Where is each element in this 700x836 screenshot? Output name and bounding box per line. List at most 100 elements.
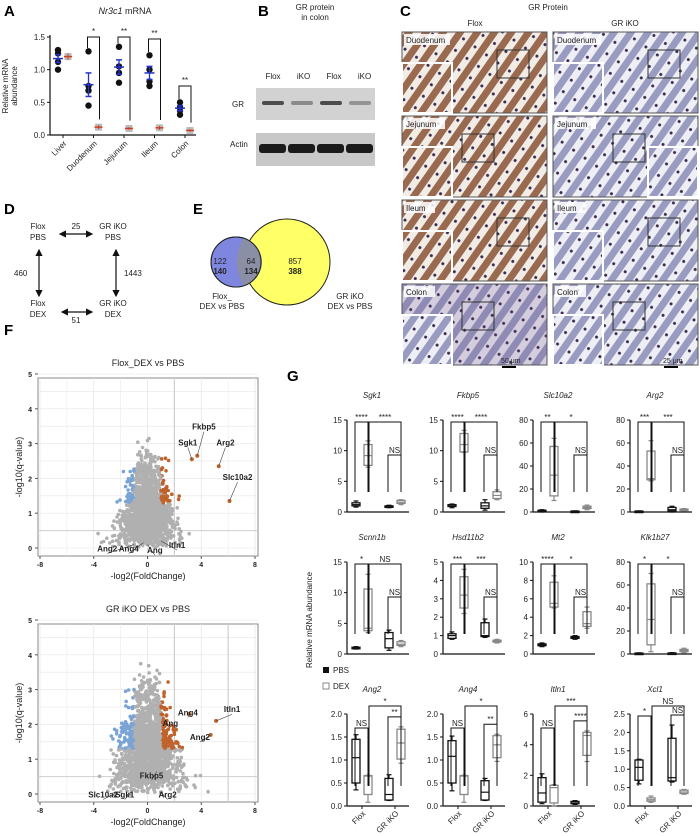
gene-point	[152, 470, 157, 474]
deg-count: 1443	[124, 269, 142, 278]
x-tick-label: GR iKO	[658, 809, 684, 835]
gene-point	[126, 488, 130, 492]
chart-title: Nr3c1 mRNA	[98, 6, 151, 16]
legend-dex-label: DEX	[333, 682, 350, 691]
gene-point	[155, 745, 160, 749]
gene-label: Ang2	[97, 544, 118, 553]
gene-point	[198, 773, 203, 778]
gene-point	[177, 748, 182, 752]
gene-point	[150, 755, 155, 759]
gene-point	[161, 760, 165, 764]
gene-point	[144, 700, 149, 704]
gene-point	[166, 727, 171, 731]
inset-image	[552, 314, 604, 366]
gene-point	[130, 715, 135, 720]
flox-point	[54, 66, 62, 73]
gene-point	[131, 722, 135, 726]
gene-point	[110, 524, 115, 528]
gene-point	[135, 473, 139, 477]
histology-image-ileum-flox: Ileum	[401, 199, 548, 282]
gene-point	[150, 730, 155, 735]
significance-bracket	[554, 421, 588, 492]
label-leader	[199, 734, 211, 743]
gene-point	[158, 766, 163, 770]
gene-point	[161, 501, 166, 505]
significance-bracket	[540, 563, 555, 634]
y-tick-label: 1	[434, 632, 439, 641]
y-tick-label: 0	[524, 802, 529, 811]
gene-point	[129, 530, 133, 535]
gene-point	[118, 733, 123, 738]
gene-title: Fkbp5	[457, 391, 480, 400]
gene-label: Ang4	[119, 544, 140, 553]
gene-point	[175, 506, 179, 510]
gene-point	[169, 733, 173, 738]
gene-point	[148, 773, 153, 778]
gene-point	[160, 497, 165, 501]
x-tick-label: 8	[253, 562, 257, 569]
gene-point	[125, 542, 129, 547]
gene-point	[123, 537, 128, 542]
gene-point	[161, 731, 165, 736]
gene-point	[180, 536, 184, 540]
gene-point	[128, 483, 133, 487]
significance-label: NS	[485, 588, 496, 597]
gene-point	[156, 754, 161, 758]
gene-point	[145, 494, 150, 499]
gene-point	[108, 541, 112, 545]
gene-point	[175, 756, 180, 760]
gene-point	[124, 527, 128, 531]
gene-point	[138, 661, 143, 666]
gene-point	[155, 688, 160, 693]
gene-title: Ang4	[458, 685, 478, 694]
gene-point	[118, 498, 122, 502]
gene-point	[161, 752, 166, 756]
gene-point	[146, 530, 150, 534]
gene-point	[155, 538, 160, 542]
gene-point	[173, 526, 177, 531]
y-tick-label: 60	[616, 439, 625, 448]
y-tick-label: 60	[519, 439, 528, 448]
gene-point	[119, 761, 124, 765]
gene-point	[135, 754, 140, 759]
gene-point	[157, 671, 162, 676]
gene-point	[147, 710, 151, 714]
gene-point	[118, 740, 123, 745]
gene-point	[127, 754, 131, 759]
gene-point	[140, 505, 144, 510]
significance-bracket	[540, 421, 555, 492]
significance-label: **	[391, 708, 397, 717]
y-tick-label: 1.5	[34, 33, 46, 42]
gene-point	[168, 761, 173, 766]
gene-point	[129, 786, 133, 790]
gene-label: Ang	[163, 719, 179, 728]
gene-point	[138, 538, 143, 543]
gene-point	[135, 480, 139, 484]
gene-point	[146, 705, 151, 710]
gene-point	[168, 705, 172, 710]
gene-point	[134, 768, 139, 773]
gene-point	[126, 537, 131, 542]
gene-point	[184, 776, 188, 780]
gene-point	[132, 677, 137, 682]
y-tick-label: 4	[28, 653, 32, 660]
gene-point	[143, 512, 147, 517]
gene-point	[151, 759, 156, 764]
gene-point	[154, 525, 159, 529]
histology-image-duodenum-flox: Duodenum	[401, 31, 548, 114]
gene-point	[154, 703, 158, 707]
histology-image-jejunum-gr-iko: Jejunum	[552, 115, 699, 198]
gene-point	[117, 758, 122, 762]
y-tick-label: 80	[519, 416, 528, 425]
gene-point	[164, 777, 168, 782]
box-gr-iko-pbs	[667, 737, 677, 782]
panel-d-deg-diagram: Flox PBS GR iKO PBS Flox DEX GR iKO DEX 25 460 144…	[14, 222, 142, 325]
x-tick-label: Flox	[350, 809, 367, 826]
gene-point	[112, 519, 116, 523]
gene-point	[140, 708, 145, 712]
y-tick-label: 40	[616, 604, 625, 613]
gene-point	[156, 471, 161, 476]
